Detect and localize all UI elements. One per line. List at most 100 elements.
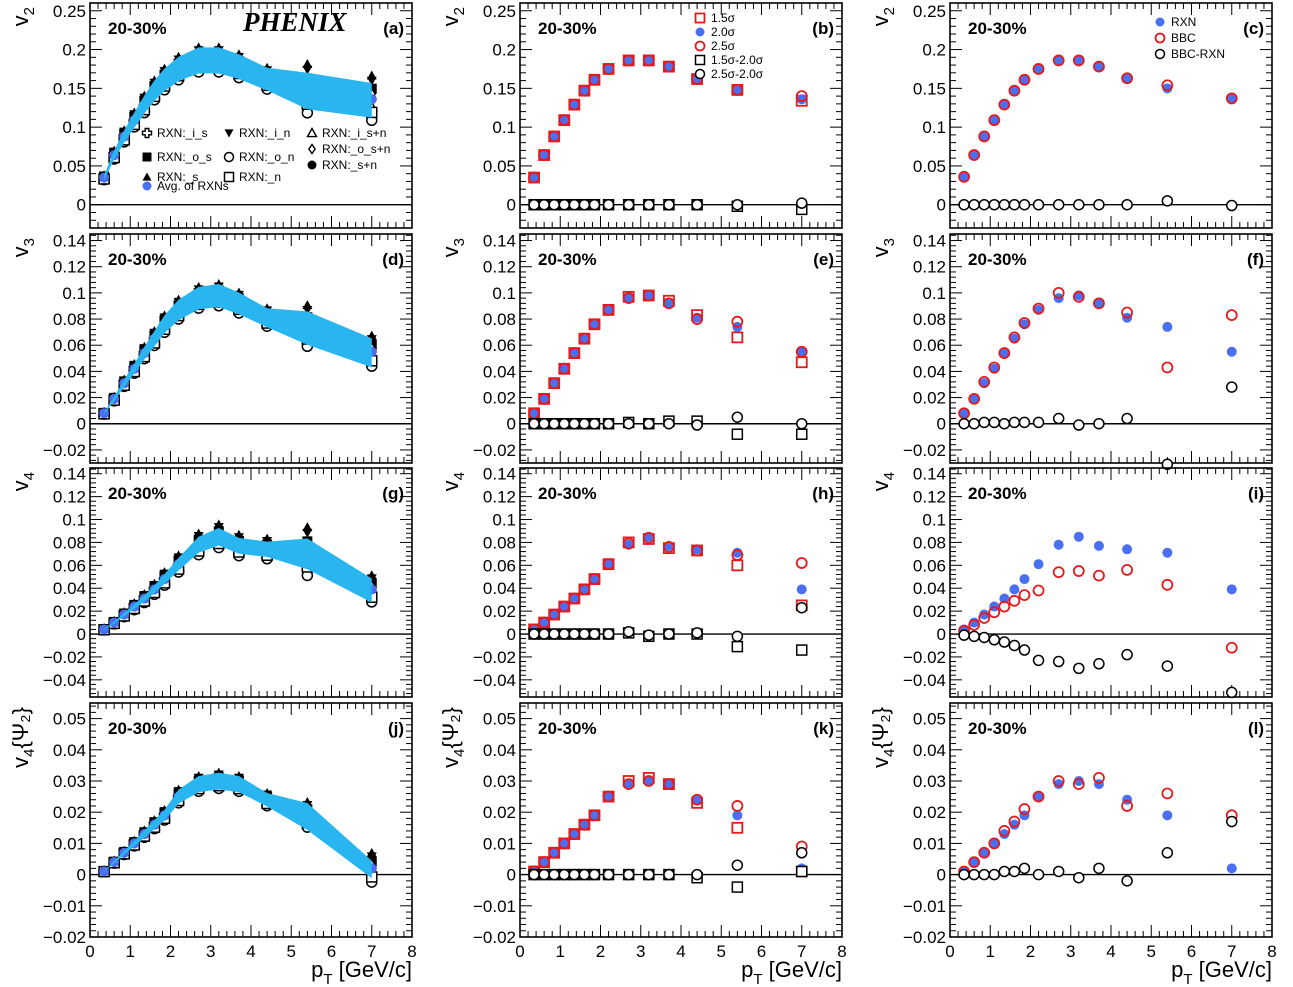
marker-circle-open [1052,655,1065,668]
y-tick-label: 0.08 [53,533,86,552]
marker-circle-red [1225,641,1238,654]
y-tick-label: 0.08 [483,533,516,552]
marker-circle-red [731,315,744,328]
marker-circle-blue [1019,74,1030,85]
x-tick-label: 2 [1026,942,1035,961]
marker-circle-open [998,636,1011,648]
legend-label: RXN:_o_n [239,150,294,164]
data-points [958,286,1238,471]
x-tick-label: 7 [1227,942,1236,961]
marker-circle-blue [663,779,674,790]
marker-circle-open [1161,847,1174,859]
marker-circle-open [731,630,744,643]
y-tick-label: 0.14 [483,465,516,484]
marker-circle-blue [539,857,550,868]
marker-circle-red [1052,566,1065,579]
marker-circle-red [1161,787,1174,800]
marker-circle-open [1008,639,1021,652]
y-axis-label: v2 [868,7,898,26]
marker-circle-red [1072,565,1085,577]
marker-circle-red [663,541,675,553]
marker-square-red [694,12,706,24]
y-tick-label: 0 [937,866,946,885]
marker-circle-open [1032,868,1045,881]
marker-circle-open [578,628,591,640]
marker-circle-blue [623,293,634,304]
marker-circle-blue [796,94,807,105]
centrality-label: 20-30% [108,484,167,503]
marker-circle-red [1008,331,1021,344]
panel-i: −0.04 −0.02 0 0.02 0.04 0.06 0.08 0.1 0.12 0.14 v4… [868,465,1273,699]
marker-circle-open [663,198,675,211]
systematic-band [104,283,372,415]
marker-circle-open [1161,660,1174,672]
marker-circle-open [1008,198,1021,211]
marker-square-open [731,881,744,893]
marker-circle-open [1226,815,1238,828]
marker-circle-open [1052,412,1065,425]
marker-circle-red [1032,790,1045,803]
marker-circle-red [1121,306,1133,319]
y-tick-label: 0.02 [483,389,516,408]
y-tick-label: 0.05 [53,710,86,729]
y-tick-label: 0.1 [492,284,516,303]
y-tick-label: 0.02 [53,389,86,408]
marker-circle-blue [1073,531,1084,542]
marker-circle-open [1032,654,1045,667]
data-points [958,771,1238,887]
marker-circle-red [1018,73,1031,86]
marker-circle-open [968,198,980,211]
marker-circle-open [1226,381,1238,393]
marker-circle-open [988,634,1001,646]
y-axis-label: v4 [438,472,468,491]
panel-letter: (d) [382,250,404,269]
marker-circle-blue [969,857,980,868]
marker-circle-open [1154,48,1166,60]
legend-label: RXN:_i_s [157,126,208,140]
y-tick-label: −0.01 [43,897,86,916]
marker-circle-blue [1009,584,1020,595]
y-tick-label: 0 [507,625,516,644]
centrality-label: 20-30% [968,250,1027,269]
y-tick-label: 0.02 [913,389,946,408]
x-axis-label: pT [GeV/c] [311,957,412,987]
marker-circle-red [568,592,581,605]
marker-circle-red [1032,584,1045,597]
marker-circle-blue [539,393,550,404]
marker-circle-blue [969,150,980,161]
marker-circle-red [663,297,675,310]
y-tick-label: 0 [77,415,86,434]
marker-circle-blue [589,319,600,330]
marker-circle-red [731,800,744,812]
marker-circle-open [558,628,571,640]
x-tick-label: 0 [945,942,954,961]
y-tick-label: 0 [937,415,946,434]
marker-circle-open [988,868,1001,881]
marker-circle-red [691,544,703,557]
marker-circle-blue [559,115,570,126]
marker-circle-red [578,583,591,596]
marker-circle-blue [1033,559,1044,570]
y-tick-label: 0.03 [483,772,516,791]
marker-circle-red [968,392,981,405]
y-tick-label: 0 [507,196,516,215]
y-axis-label: v3 [8,238,38,257]
marker-circle-open [528,628,540,640]
marker-circle-open [1008,416,1021,429]
y-tick-label: 0 [77,196,86,215]
marker-circle-open [731,859,744,871]
marker-circle-red [1052,54,1065,67]
marker-triangle-filled [302,300,313,310]
marker-triangle-open [306,127,318,138]
marker-circle-open [622,417,635,430]
marker-circle-blue [1162,321,1173,332]
marker-circle-blue [989,838,1000,849]
x-axis-label: pT [GeV/c] [1171,957,1272,987]
marker-circle-open [643,417,655,430]
marker-circle-open [691,868,703,881]
y-tick-label: 0.15 [913,79,946,98]
marker-circle-red [998,98,1011,111]
y-tick-label: 0.1 [492,511,516,530]
x-tick-label: 6 [757,942,766,961]
